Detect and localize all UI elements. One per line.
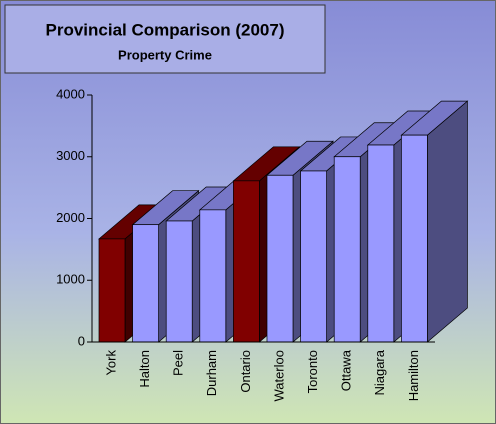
bar: [165, 220, 193, 343]
y-tick-label: 1000: [56, 272, 85, 287]
bar: [300, 170, 327, 343]
chart-title: Provincial Comparison (2007): [45, 20, 284, 39]
bar: [233, 180, 260, 343]
x-tick-label: Durham: [204, 350, 219, 396]
bar: [199, 209, 227, 343]
y-tick-label: 2000: [56, 210, 85, 225]
bar: [401, 134, 428, 343]
x-tick-label: Toronto: [305, 350, 320, 393]
bar: [98, 238, 126, 343]
x-tick-label: Hamilton: [406, 350, 421, 401]
bar: [132, 224, 159, 343]
x-tick-label: Waterloo: [271, 350, 286, 402]
title-box: [4, 4, 326, 74]
x-tick-label: Halton: [137, 350, 152, 388]
x-tick-label: Niagara: [372, 349, 387, 395]
x-tick-label: Peel: [171, 350, 186, 376]
bar: [266, 174, 294, 343]
y-tick-label: 0: [78, 333, 85, 348]
y-tick-label: 3000: [56, 148, 85, 163]
chart-subtitle: Property Crime: [118, 47, 212, 62]
bar-side: [427, 100, 468, 343]
bar: [333, 156, 361, 343]
x-tick-label: Ontario: [238, 350, 253, 393]
x-tick-label: Ottawa: [339, 349, 354, 391]
y-tick-label: 4000: [56, 86, 85, 101]
bar: [367, 144, 395, 343]
x-tick-label: York: [103, 350, 118, 376]
